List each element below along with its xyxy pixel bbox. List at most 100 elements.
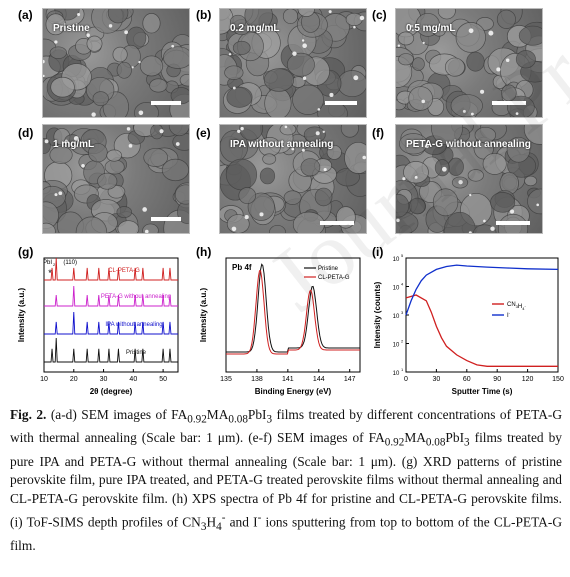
sem-grain	[97, 172, 118, 190]
sem-label-0-2: 0.2 mg/mL	[230, 23, 280, 34]
caption-text: MA	[206, 407, 229, 422]
sem-bright-spot	[237, 129, 241, 133]
sem-grain	[168, 125, 189, 137]
caption-sub: 0.92	[187, 413, 207, 426]
sem-grain	[86, 35, 103, 52]
sem-bright-spot	[91, 112, 96, 117]
sem-grain	[229, 14, 247, 29]
sem-grain	[314, 187, 333, 207]
sem-grain	[398, 53, 414, 66]
sem-bright-spot	[138, 60, 141, 64]
sem-bright-spot	[64, 139, 68, 143]
sem-bright-spot	[397, 44, 401, 47]
sem-grain	[444, 57, 465, 77]
sem-bright-spot	[171, 44, 175, 48]
sem-image-ipa: IPA without annealing	[219, 124, 367, 234]
sem-grain	[430, 125, 464, 146]
sem-label-pristine: Pristine	[53, 23, 90, 34]
sem-bright-spot	[77, 12, 81, 17]
sem-bright-spot	[515, 112, 519, 115]
sem-bright-spot	[259, 212, 264, 217]
sem-bright-spot	[43, 59, 45, 64]
sem-grain	[43, 222, 56, 233]
sem-bright-spot	[469, 193, 472, 197]
panel-letter-d: (d)	[18, 126, 34, 140]
caption-sub: 3	[464, 437, 470, 450]
legend-label-part: -	[524, 303, 526, 308]
series-label: CL-PETA-G	[108, 268, 140, 274]
sem-grain	[170, 87, 189, 105]
x-tick-label: 150	[552, 376, 564, 383]
sem-bright-spot	[284, 125, 288, 129]
sem-bright-spot	[536, 203, 540, 207]
caption-sup: -	[221, 511, 226, 524]
x-tick-label: 20	[70, 376, 78, 383]
panel-letter-f: (f)	[372, 126, 384, 140]
sem-bright-spot	[468, 28, 474, 34]
sem-grain	[116, 206, 132, 219]
sem-grain	[142, 13, 161, 34]
sem-bright-spot	[301, 148, 305, 152]
sem-bright-spot	[228, 53, 232, 56]
sem-bright-spot	[126, 127, 131, 131]
caption-text: MA	[404, 430, 426, 446]
x-tick-label: 120	[522, 376, 534, 383]
sem-bright-spot	[232, 86, 236, 90]
sem-grain	[408, 86, 433, 111]
sem-bright-spot	[421, 99, 426, 104]
xps-chart: 135 138 141 144 147 Binding Energy (eV) Intens…	[199, 257, 361, 396]
x-tick-label: 50	[159, 376, 167, 383]
sem-bright-spot	[410, 24, 413, 28]
caption-sub: 4	[216, 521, 222, 533]
y-tick-exponent: 3	[401, 310, 404, 315]
panel-letter-c: (c)	[372, 8, 387, 22]
chart-title: Pb 4f	[232, 263, 252, 272]
x-tick-label: 141	[282, 376, 294, 383]
sem-grain	[139, 55, 164, 77]
sem-grain	[282, 9, 299, 24]
sem-bright-spot	[58, 191, 63, 196]
sem-grain	[107, 9, 129, 24]
series-label: PETA-G without annealing	[101, 294, 171, 300]
legend-label: I-	[507, 310, 511, 319]
sem-grain	[432, 188, 459, 217]
sem-bright-spot	[138, 110, 144, 116]
sem-label-ipa: IPA without annealing	[230, 139, 334, 150]
legend-label-part: -	[509, 310, 511, 315]
sem-grain	[49, 145, 73, 164]
x-tick-label: 147	[344, 376, 356, 383]
sem-grain	[116, 61, 132, 79]
scale-bar	[325, 101, 357, 105]
sem-bright-spot	[73, 136, 79, 141]
xrd-trace	[44, 257, 178, 281]
sem-grain	[263, 68, 295, 92]
x-tick-label: 90	[493, 376, 501, 383]
xrd-trace	[44, 285, 178, 307]
sem-grain-texture	[220, 125, 366, 233]
sem-grain	[501, 84, 517, 102]
sem-grain	[524, 175, 538, 187]
sem-image-1: 1 mg/mL	[42, 124, 190, 234]
sem-bright-spot	[175, 142, 180, 146]
sem-bright-spot	[458, 179, 463, 185]
y-tick-exponent: 1	[401, 367, 404, 372]
y-tick-exponent: 2	[401, 339, 404, 344]
legend-label-part: 4	[522, 306, 525, 311]
sem-bright-spot	[231, 226, 237, 232]
sem-grain	[226, 86, 253, 108]
sem-grain	[104, 159, 125, 175]
peak-label-pbi2-sub: 2	[53, 262, 56, 267]
series-label: Pristine	[126, 350, 147, 356]
caption-text: and I	[225, 514, 258, 530]
peak-label-110: (110)	[63, 260, 77, 266]
legend-label: Pristine	[318, 266, 339, 272]
sem-bright-spot	[353, 25, 356, 29]
sem-grain	[434, 159, 450, 177]
sem-bright-spot	[480, 89, 485, 94]
xps-trace	[226, 270, 360, 355]
sem-grain	[496, 9, 516, 29]
figure-caption: Fig. 2. (a-d) SEM images of FA0.92MA0.08…	[10, 406, 562, 555]
caption-sub: 0.08	[228, 413, 248, 426]
scale-bar	[492, 101, 526, 105]
